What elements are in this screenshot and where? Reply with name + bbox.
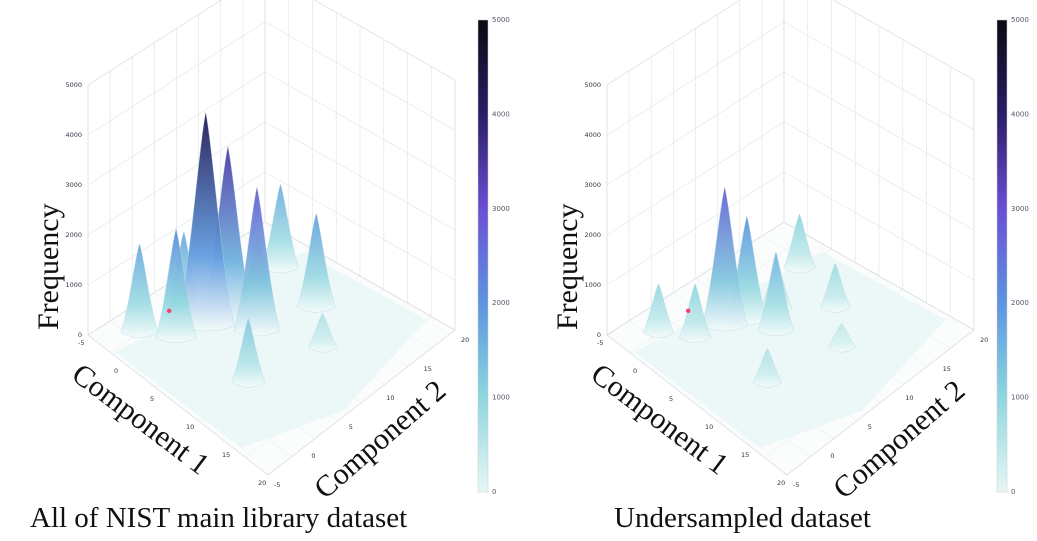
z-tick-label: 1000 — [584, 281, 601, 289]
colorbar — [996, 19, 1008, 493]
colorbar-tick-label: 0 — [1011, 488, 1015, 496]
x-tick-label: 10 — [186, 423, 194, 431]
grid-line — [87, 171, 456, 286]
chart-panel-left: 0 1000 2000 3000 4000 5000 -5 0 5 10 15 20 -5 0 5 10 15 2… — [0, 0, 518, 541]
y-tick-label: 0 — [830, 452, 834, 460]
x-tick-label: -5 — [78, 339, 84, 347]
y-tick-label: 15 — [943, 365, 951, 373]
y-tick-label: 10 — [386, 394, 394, 402]
y-tick-label: 15 — [424, 365, 432, 373]
x-tick-label: 20 — [777, 479, 785, 487]
x-tick-label: 5 — [669, 395, 673, 403]
surface-peak — [261, 183, 300, 274]
surface-peak — [120, 242, 159, 338]
z-tick-label: 3000 — [65, 181, 82, 189]
surface-peak — [231, 317, 266, 388]
y-tick-label: 0 — [311, 452, 315, 460]
surface-peak — [819, 262, 851, 313]
z-tick-label: 1000 — [65, 281, 82, 289]
z-tick-label: 4000 — [584, 131, 601, 139]
grid-line — [87, 0, 456, 86]
surface-peak — [701, 186, 748, 332]
y-tick-label: -5 — [793, 481, 799, 489]
y-tick-label: -5 — [274, 481, 280, 489]
grid-line — [87, 21, 456, 136]
y-tick-label: 20 — [461, 336, 469, 344]
surface-base — [634, 251, 946, 448]
colorbar-tick-label: 5000 — [492, 16, 510, 24]
z-tick-label: 2000 — [584, 231, 601, 239]
surface-peak — [783, 213, 816, 274]
colorbar-tick-label: 1000 — [492, 394, 510, 402]
surface-peak — [155, 228, 197, 343]
y-tick-label: 5 — [349, 423, 353, 431]
colorbar — [477, 19, 489, 493]
grid-line — [87, 71, 456, 186]
z-tick-label: 4000 — [65, 131, 82, 139]
surface-peak — [296, 212, 336, 313]
y-tick-label: 10 — [905, 394, 913, 402]
x-tick-label: 5 — [150, 395, 154, 403]
grid-line — [606, 21, 975, 136]
z-axis-title: Frequency — [32, 203, 65, 330]
x-tick-label: 0 — [633, 367, 637, 375]
colorbar-tick-label: 2000 — [1011, 299, 1029, 307]
z-tick-label: 0 — [78, 331, 82, 339]
colorbar-tick-label: 3000 — [492, 205, 510, 213]
colorbar-tick-label: 4000 — [492, 110, 510, 118]
z-tick-label: 3000 — [584, 181, 601, 189]
highlight-point — [685, 308, 691, 313]
x-tick-label: 0 — [114, 367, 118, 375]
surface-peak — [757, 251, 795, 337]
surface-peak — [176, 111, 235, 332]
surface-peak — [307, 312, 338, 353]
x-tick-label: 15 — [741, 451, 749, 459]
surface-base — [115, 251, 427, 448]
highlight-point — [166, 308, 172, 313]
surface-peak — [827, 322, 856, 353]
colorbar-tick-label: 3000 — [1011, 205, 1029, 213]
colorbar-tick-label: 5000 — [1011, 16, 1029, 24]
colorbar-tick-label: 1000 — [1011, 394, 1029, 402]
z-tick-label: 5000 — [65, 81, 82, 89]
colorbar-tick-label: 2000 — [492, 299, 510, 307]
grid-line — [606, 171, 975, 286]
x-tick-label: 20 — [258, 479, 266, 487]
surface-peak — [752, 348, 783, 388]
x-tick-label: 15 — [222, 451, 230, 459]
z-tick-label: 0 — [597, 331, 601, 339]
chart-panel-right: 0 1000 2000 3000 4000 5000 -5 0 5 10 15 20 -5 0 5 10 15 2… — [519, 0, 1037, 541]
y-tick-label: 20 — [980, 336, 988, 344]
z-tick-label: 5000 — [584, 81, 601, 89]
grid-line — [606, 71, 975, 186]
z-axis-title: Frequency — [551, 203, 584, 330]
caption-right: Undersampled dataset — [614, 502, 871, 534]
x-tick-label: -5 — [597, 339, 603, 347]
grid-line — [606, 121, 975, 236]
grid-line — [87, 121, 456, 236]
caption-left: All of NIST main library dataset — [30, 502, 408, 534]
surface-peak — [678, 283, 712, 343]
z-tick-label: 2000 — [65, 231, 82, 239]
x-tick-label: 10 — [705, 423, 713, 431]
grid-line — [606, 0, 975, 86]
surface-peak — [233, 186, 281, 337]
colorbar-tick-label: 4000 — [1011, 110, 1029, 118]
colorbar-tick-label: 0 — [492, 488, 496, 496]
surface-peak — [642, 283, 675, 338]
y-tick-label: 5 — [868, 423, 872, 431]
